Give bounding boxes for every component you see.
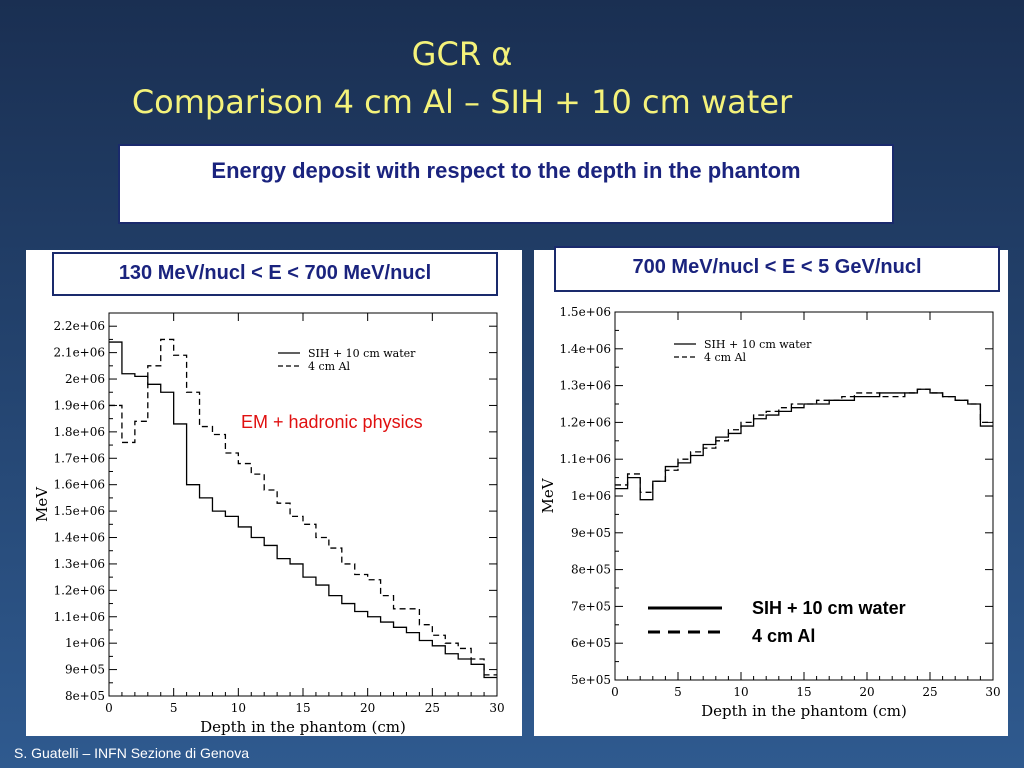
y-tick-label: 8e+05 (571, 563, 611, 577)
chart-panel-right: 0 5 10 15 20 25 30 5e+05 6e+05 7e+05 8e+05 9e+05 1e+… (534, 250, 1008, 736)
y-tick-label: 5e+05 (571, 673, 611, 687)
y-tick-label: 1e+06 (65, 636, 105, 650)
energy-range-label-left: 130 MeV/nucl < E < 700 MeV/nucl (52, 252, 498, 296)
y-tick-label: 1.6e+06 (53, 478, 105, 492)
x-tick-label: 30 (489, 701, 504, 715)
chart-left-svg: 0 5 10 15 20 25 30 8e+05 9e+05 1e+06 1.1e+06 1.2e+0… (33, 312, 505, 736)
y-tick-label: 1.5e+06 (53, 504, 105, 518)
y-tick-label: 1.8e+06 (53, 425, 105, 439)
series-line-2 (109, 338, 497, 676)
plot-frame (108, 312, 498, 697)
x-tick-label: 25 (922, 685, 937, 699)
y-tick-label: 2e+06 (65, 372, 105, 386)
y-tick-label: 7e+05 (571, 599, 611, 613)
x-tick-label: 0 (105, 701, 113, 715)
slide-title-line1: GCR α (411, 35, 513, 73)
x-tick-label: 15 (796, 685, 811, 699)
y-tick-label: 1e+06 (571, 489, 611, 503)
y-tick-label: 2.1e+06 (53, 346, 105, 360)
y-tick-label: 1.3e+06 (559, 379, 611, 393)
y-axis-label: MeV (539, 477, 557, 513)
series-line-1 (615, 388, 993, 501)
footer-credit: S. Guatelli – INFN Sezione di Genova (14, 745, 250, 761)
x-axis-label: Depth in the phantom (cm) (701, 702, 907, 720)
y-tick-label: 1.4e+06 (53, 531, 105, 545)
x-tick-label: 25 (425, 701, 440, 715)
y-tick-label: 8e+05 (65, 689, 105, 703)
y-tick-label: 9e+05 (571, 526, 611, 540)
x-tick-label: 10 (733, 685, 748, 699)
big-legend-lines (648, 606, 722, 634)
x-tick-label: 10 (231, 701, 246, 715)
energy-range-label-right: 700 MeV/nucl < E < 5 GeV/nucl (554, 246, 1000, 292)
series-line-2 (615, 388, 993, 493)
legend-label: SIH + 10 cm water (308, 347, 416, 360)
y-tick-label: 6e+05 (571, 636, 611, 650)
physics-note: EM + hadronic physics (241, 412, 423, 432)
y-tick-label: 1.2e+06 (53, 583, 105, 597)
slide-title-line2: Comparison 4 cm Al – SIH + 10 cm water (131, 83, 793, 121)
y-tick-label: 1.5e+06 (559, 305, 611, 319)
y-tick-label: 1.7e+06 (53, 451, 105, 465)
y-axis-label: MeV (33, 486, 51, 522)
x-tick-label: 20 (859, 685, 874, 699)
y-tick-label: 1.1e+06 (559, 452, 611, 466)
subtitle-text: Energy deposit with respect to the depth… (211, 158, 801, 183)
legend-label: 4 cm Al (308, 360, 351, 373)
chart-right-svg: 0 5 10 15 20 25 30 5e+05 6e+05 7e+05 8e+05 9e+05 1e+… (539, 305, 1001, 720)
x-tick-label: 20 (360, 701, 375, 715)
chart-panel-left: 0 5 10 15 20 25 30 8e+05 9e+05 1e+06 1.1e+06 1.2e+0… (26, 250, 522, 736)
legend-label: SIH + 10 cm water (704, 338, 812, 351)
y-tick-label: 2.2e+06 (53, 319, 105, 333)
subtitle-box: Energy deposit with respect to the depth… (118, 144, 894, 224)
x-tick-label: 15 (295, 701, 310, 715)
legend-label: 4 cm Al (704, 351, 747, 364)
x-tick-label: 5 (674, 685, 682, 699)
x-tick-label: 30 (985, 685, 1000, 699)
x-tick-label: 5 (170, 701, 178, 715)
big-legend-label-1: SIH + 10 cm water (752, 598, 906, 618)
y-tick-label: 1.2e+06 (559, 415, 611, 429)
series-line-1 (109, 341, 497, 679)
y-tick-label: 1.3e+06 (53, 557, 105, 571)
y-tick-label: 9e+05 (65, 663, 105, 677)
y-tick-label: 1.1e+06 (53, 610, 105, 624)
y-tick-label: 1.4e+06 (559, 342, 611, 356)
big-legend-label-2: 4 cm Al (752, 626, 816, 646)
x-axis-label: Depth in the phantom (cm) (200, 718, 406, 736)
y-tick-label: 1.9e+06 (53, 398, 105, 412)
x-tick-label: 0 (611, 685, 619, 699)
